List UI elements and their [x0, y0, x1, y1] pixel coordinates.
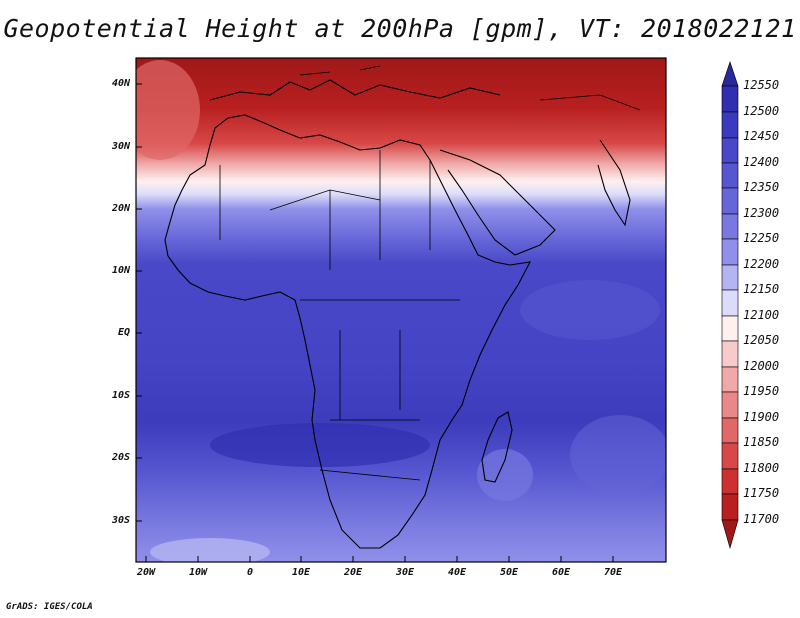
colorbar	[721, 61, 739, 550]
lon-label-60e: 60E	[551, 567, 571, 578]
arabia-coastline	[439, 149, 556, 256]
lon-label-50e: 50E	[499, 567, 519, 578]
colorbar-label: 12250	[743, 231, 780, 245]
lat-label-10n: 10N	[111, 265, 130, 276]
lat-label-30n: 30N	[111, 141, 130, 152]
colorbar-label: 11750	[743, 486, 780, 500]
madagascar-coastline	[481, 411, 513, 483]
lon-label-20e: 20E	[343, 567, 363, 578]
map-frame	[135, 57, 667, 563]
lon-label-0: 0	[246, 567, 254, 578]
africa-coastline	[164, 114, 531, 549]
colorbar-label: 12400	[743, 155, 780, 169]
colorbar-label: 12150	[743, 282, 780, 296]
lat-label-eq: EQ	[117, 327, 130, 338]
colorbar-label: 11950	[743, 384, 780, 398]
india-coastline	[597, 139, 631, 227]
colorbar-label: 11850	[743, 435, 780, 449]
colorbar-bottom-arrow	[721, 519, 739, 550]
lon-label-20w: 20W	[136, 567, 156, 578]
colorbar-label: 12450	[743, 129, 780, 143]
lon-label-70e: 70E	[603, 567, 623, 578]
shaded-field	[136, 58, 666, 562]
lat-label-20s: 20S	[111, 452, 130, 463]
grads-credit: GrADS: IGES/COLA	[6, 602, 93, 612]
colorbar-label: 12350	[743, 180, 780, 194]
lat-label-20n: 20N	[111, 203, 130, 214]
colorbar-label: 11800	[743, 461, 780, 475]
lon-label-40e: 40E	[447, 567, 467, 578]
colorbar-label: 12000	[743, 359, 780, 373]
map-title: Geopotential Height at 200hPa [gpm], VT:…	[3, 14, 797, 43]
colorbar-label: 11900	[743, 410, 780, 424]
colorbar-label: 11700	[743, 512, 780, 526]
lat-label-10s: 10S	[111, 390, 130, 401]
colorbar-top-arrow	[721, 61, 739, 87]
lat-label-40n: 40N	[111, 78, 130, 89]
lat-label-30s: 30S	[111, 515, 130, 526]
colorbar-label: 12550	[743, 78, 780, 92]
colorbar-label: 12050	[743, 333, 780, 347]
lon-label-30e: 30E	[395, 567, 415, 578]
colorbar-label: 12300	[743, 206, 780, 220]
colorbar-label: 12500	[743, 104, 780, 118]
colorbar-label: 12200	[743, 257, 780, 271]
coastlines	[164, 65, 641, 549]
axis-ticks	[136, 83, 614, 562]
lon-label-10e: 10E	[291, 567, 311, 578]
lon-label-10w: 10W	[188, 567, 208, 578]
europe-coastline	[209, 79, 501, 101]
colorbar-label: 12100	[743, 308, 780, 322]
